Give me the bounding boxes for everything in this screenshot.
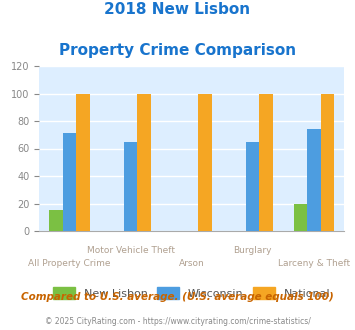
Text: Burglary: Burglary [234,246,272,255]
Bar [321,93,334,231]
Bar [49,211,63,231]
Bar [307,129,321,231]
Text: Larceny & Theft: Larceny & Theft [278,259,350,268]
Text: © 2025 CityRating.com - https://www.cityrating.com/crime-statistics/: © 2025 CityRating.com - https://www.city… [45,317,310,326]
Bar [198,93,212,231]
Text: 2018 New Lisbon: 2018 New Lisbon [104,2,251,16]
Text: Compared to U.S. average. (U.S. average equals 100): Compared to U.S. average. (U.S. average … [21,292,334,302]
Bar [137,93,151,231]
Text: Arson: Arson [179,259,204,268]
Bar [260,93,273,231]
Text: Property Crime Comparison: Property Crime Comparison [59,43,296,58]
Bar [76,93,90,231]
Legend: New Lisbon, Wisconsin, National: New Lisbon, Wisconsin, National [49,283,335,303]
Text: Motor Vehicle Theft: Motor Vehicle Theft [87,246,175,255]
Bar [294,204,307,231]
Bar [63,133,76,231]
Text: All Property Crime: All Property Crime [28,259,111,268]
Bar [246,142,260,231]
Bar [124,142,137,231]
